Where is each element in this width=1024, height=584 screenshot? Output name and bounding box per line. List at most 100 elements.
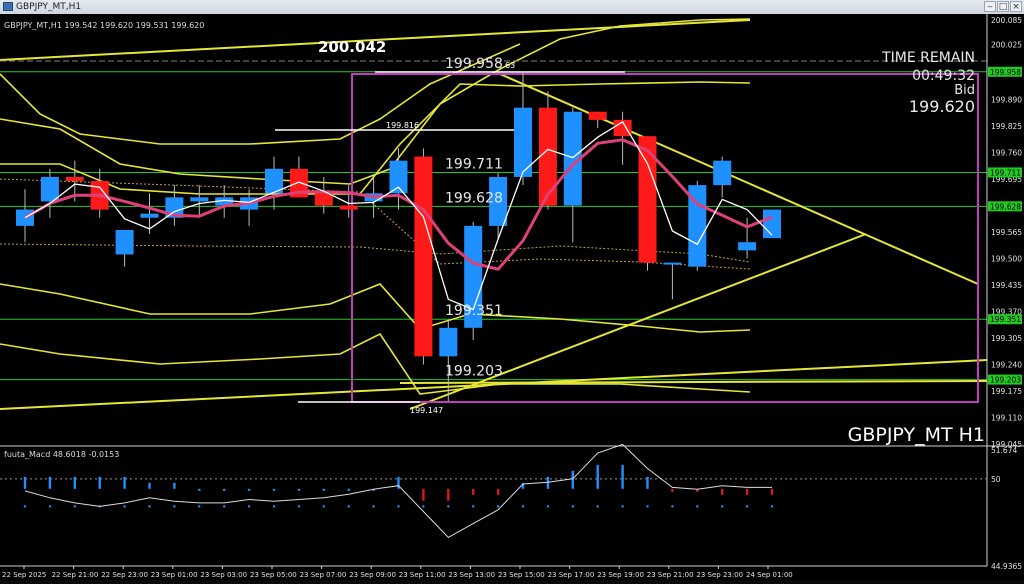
macd-scale-tick: 44.9365 bbox=[991, 562, 1022, 571]
macd-signal-dot bbox=[422, 505, 425, 508]
macd-signal-dot bbox=[447, 505, 450, 508]
macd-hist-bar bbox=[372, 488, 375, 491]
macd-signal-dot bbox=[272, 505, 276, 508]
time-tick-label: 23 Sep 11:00 bbox=[399, 571, 446, 579]
range-low-label: 199.147 bbox=[410, 406, 443, 415]
macd-hist-bar bbox=[496, 488, 500, 495]
macd-signal-dot bbox=[745, 505, 749, 508]
price-scale-bg bbox=[987, 14, 1024, 580]
support-line bbox=[399, 380, 988, 384]
price-tick: 199.110 bbox=[991, 414, 1022, 423]
macd-hist-bar bbox=[696, 488, 699, 492]
bollinger-band-4 bbox=[0, 43, 521, 145]
candle-body bbox=[289, 168, 308, 198]
macd-signal-dot bbox=[596, 505, 599, 508]
price-tick: 199.305 bbox=[991, 334, 1022, 343]
range-high-label: 199.816 bbox=[386, 121, 419, 130]
time-tick-label: 23 Sep 21:00 bbox=[647, 571, 694, 579]
candle-body bbox=[190, 197, 209, 202]
macd-hist-bar bbox=[770, 488, 774, 495]
price-badge-0: 199.958 bbox=[990, 68, 1021, 77]
macd-hist-bar bbox=[621, 464, 624, 489]
price-chart[interactable]: 199.958 199.711 199.628 199.351 199.203 GBPJP… bbox=[0, 14, 1024, 580]
time-remain-value: 00:49:32 bbox=[912, 68, 975, 84]
macd-signal-dot bbox=[546, 505, 550, 508]
bollinger-band-2 bbox=[0, 283, 751, 333]
candle-body bbox=[314, 193, 333, 206]
bid-value: 199.620 bbox=[909, 97, 975, 116]
candle-body bbox=[215, 197, 234, 206]
price-badge-bg-3 bbox=[988, 314, 1022, 325]
level-label-0: 199.958 bbox=[445, 56, 503, 72]
time-tick-label: 22 Sep 21:00 bbox=[52, 571, 99, 579]
close-button[interactable]: × bbox=[1010, 1, 1022, 12]
macd-hist-bar bbox=[521, 482, 525, 489]
trendline-lower bbox=[0, 359, 988, 410]
macd-signal-dot bbox=[721, 505, 724, 508]
macd-signal-dot bbox=[173, 505, 176, 508]
candle-body bbox=[65, 176, 84, 182]
candle-body bbox=[40, 176, 59, 202]
candle-body bbox=[140, 213, 159, 218]
macd-hist-bar bbox=[73, 476, 76, 489]
price-tick: 199.500 bbox=[991, 255, 1022, 264]
candle-body bbox=[489, 176, 508, 226]
macd-signal-dot bbox=[247, 505, 251, 508]
macd-hist-bar bbox=[422, 488, 425, 501]
candle-body bbox=[339, 205, 358, 210]
candle-body bbox=[464, 225, 483, 328]
moving-average-white bbox=[24, 121, 773, 311]
macd-signal-dot bbox=[770, 505, 774, 508]
macd-signal-dot bbox=[621, 505, 624, 508]
triangle-upper-line bbox=[499, 73, 979, 285]
macd-hist-bar bbox=[571, 470, 574, 489]
price-tick: 199.890 bbox=[991, 96, 1022, 105]
candle-body bbox=[638, 136, 657, 263]
macd-signal-dot bbox=[472, 505, 475, 508]
chart-area[interactable]: 199.958 199.711 199.628 199.351 199.203 GBPJP… bbox=[0, 14, 1024, 580]
macd-hist-bar bbox=[322, 488, 325, 491]
window-titlebar[interactable]: GBPJPY_MT,H1 ‒ □ × bbox=[0, 0, 1024, 15]
price-badge-1: 199.711 bbox=[990, 168, 1021, 177]
time-tick-label: 22 Sep 2025 bbox=[2, 571, 46, 579]
chart-window-icon bbox=[3, 2, 13, 11]
macd-scale-tick: 51.674 bbox=[991, 446, 1017, 455]
macd-hist-bar bbox=[23, 476, 27, 489]
price-badge-bg-0 bbox=[988, 66, 1022, 77]
macd-hist-bar bbox=[148, 482, 151, 489]
price-tick: 199.240 bbox=[991, 361, 1022, 370]
macd-signal-dot bbox=[223, 505, 226, 508]
time-tick-label: 23 Sep 15:00 bbox=[498, 571, 545, 579]
minimize-button[interactable]: ‒ bbox=[984, 1, 996, 12]
macd-line bbox=[24, 443, 772, 539]
macd-hist-bar bbox=[671, 488, 674, 492]
macd-signal-dot bbox=[322, 505, 325, 508]
candle-body bbox=[16, 209, 34, 226]
price-tick: 199.045 bbox=[991, 440, 1022, 449]
price-tick: 199.370 bbox=[991, 308, 1022, 317]
time-tick-label: 23 Sep 17:00 bbox=[548, 571, 595, 579]
symbol-watermark: GBPJPY_MT H1 bbox=[848, 424, 985, 446]
macd-hist-bar bbox=[397, 476, 400, 489]
price-tick: 199.695 bbox=[991, 175, 1022, 184]
macd-signal-dot bbox=[73, 505, 77, 508]
bollinger-band-3 bbox=[0, 332, 751, 395]
time-tick-label: 24 Sep 01:00 bbox=[746, 571, 793, 579]
moving-average-pink bbox=[24, 138, 773, 271]
price-badge-3: 199.351 bbox=[990, 315, 1021, 324]
trendline-upper bbox=[0, 19, 751, 61]
price-tick: 199.435 bbox=[991, 281, 1022, 290]
maximize-button[interactable]: □ bbox=[997, 1, 1009, 12]
level-label-1: 199.711 bbox=[445, 156, 503, 172]
price-tick: 200.025 bbox=[991, 40, 1022, 49]
candle-body bbox=[265, 168, 283, 194]
candle-body bbox=[115, 229, 134, 255]
macd-hist-bar bbox=[546, 476, 550, 489]
macd-signal-dot bbox=[148, 505, 151, 508]
time-tick-label: 23 Sep 23:00 bbox=[696, 571, 743, 579]
small-high-label: 63 bbox=[505, 61, 515, 70]
macd-hist-bar bbox=[646, 476, 649, 489]
macd-hist-bar bbox=[596, 464, 599, 489]
time-tick-label: 23 Sep 07:00 bbox=[300, 571, 347, 579]
